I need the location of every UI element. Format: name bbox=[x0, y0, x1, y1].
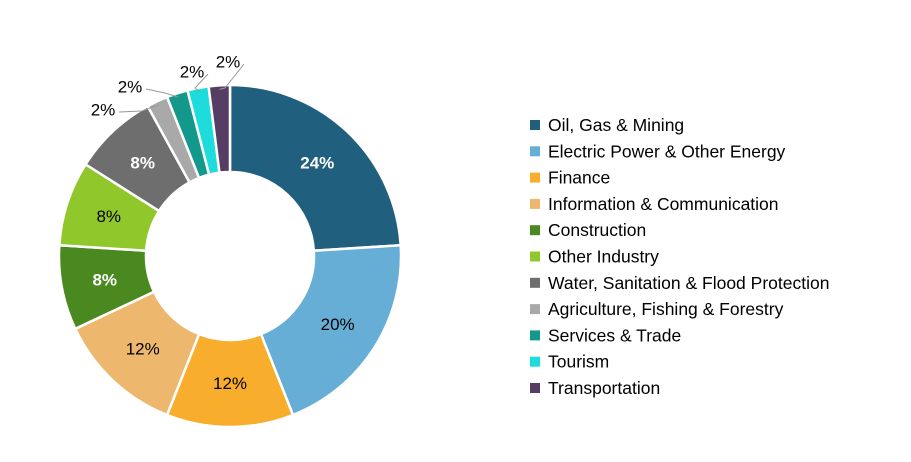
legend-swatch-tourism bbox=[530, 356, 540, 367]
leader-line-transportation bbox=[219, 63, 245, 90]
slice-label-tourism: 2% bbox=[180, 63, 205, 82]
leader-line-agriculture-fishing-forestry bbox=[118, 104, 160, 113]
legend-label-transportation: Transportation bbox=[548, 378, 660, 398]
legend-swatch-agriculture-fishing-forestry bbox=[530, 304, 540, 315]
legend-swatch-other-industry bbox=[530, 251, 540, 262]
leader-line-tourism bbox=[194, 73, 209, 93]
slice-label-oil-gas-mining: 24% bbox=[300, 154, 334, 173]
slice-label-construction: 8% bbox=[92, 270, 117, 289]
slice-electric-power-other-energy bbox=[259, 243, 403, 417]
slice-transportation bbox=[207, 83, 232, 175]
slice-label-transportation: 2% bbox=[216, 53, 241, 72]
slice-oil-gas-mining bbox=[228, 83, 402, 253]
legend-label-tourism: Tourism bbox=[548, 352, 609, 372]
donut-slices bbox=[57, 83, 403, 429]
legend-swatch-oil-gas-mining bbox=[530, 120, 540, 130]
legend-label-oil-gas-mining: Oil, Gas & Mining bbox=[548, 115, 684, 135]
slice-label-agriculture-fishing-forestry: 2% bbox=[91, 101, 116, 120]
legend-label-construction: Construction bbox=[548, 220, 646, 240]
legend-label-agriculture-fishing-forestry: Agriculture, Fishing & Forestry bbox=[548, 299, 784, 319]
legend-label-electric-power-other-energy: Electric Power & Other Energy bbox=[548, 141, 786, 161]
slice-label-information-communication: 12% bbox=[126, 339, 160, 358]
slice-label-finance: 12% bbox=[213, 374, 247, 393]
legend-label-finance: Finance bbox=[548, 168, 610, 188]
legend-swatch-construction bbox=[530, 225, 540, 236]
leader-lines bbox=[118, 63, 245, 113]
legend-swatch-services-trade bbox=[530, 330, 540, 341]
leader-line-services-trade bbox=[145, 88, 179, 98]
legend-swatch-electric-power-other-energy bbox=[530, 146, 540, 157]
slice-label-electric-power-other-energy: 20% bbox=[321, 315, 355, 334]
legend-label-information-communication: Information & Communication bbox=[548, 194, 779, 214]
legend-label-other-industry: Other Industry bbox=[548, 247, 659, 267]
slice-label-services-trade: 2% bbox=[118, 78, 143, 97]
slice-labels: 24%20%12%12%8%8%8%2%2%2%2% bbox=[91, 53, 355, 394]
legend-label-services-trade: Services & Trade bbox=[548, 325, 681, 345]
legend: Oil, Gas & Mining Electric Power & Other … bbox=[530, 115, 829, 398]
legend-swatch-transportation bbox=[530, 383, 540, 393]
legend-swatch-finance bbox=[530, 172, 540, 183]
legend-swatch-information-communication bbox=[530, 198, 540, 209]
slice-label-water-sanitation-flood-protection: 8% bbox=[130, 154, 155, 173]
legend-label-water-sanitation-flood-protection: Water, Sanitation & Flood Protection bbox=[548, 273, 829, 293]
slice-label-other-industry: 8% bbox=[96, 207, 121, 226]
legend-swatch-water-sanitation-flood-protection bbox=[530, 277, 540, 288]
